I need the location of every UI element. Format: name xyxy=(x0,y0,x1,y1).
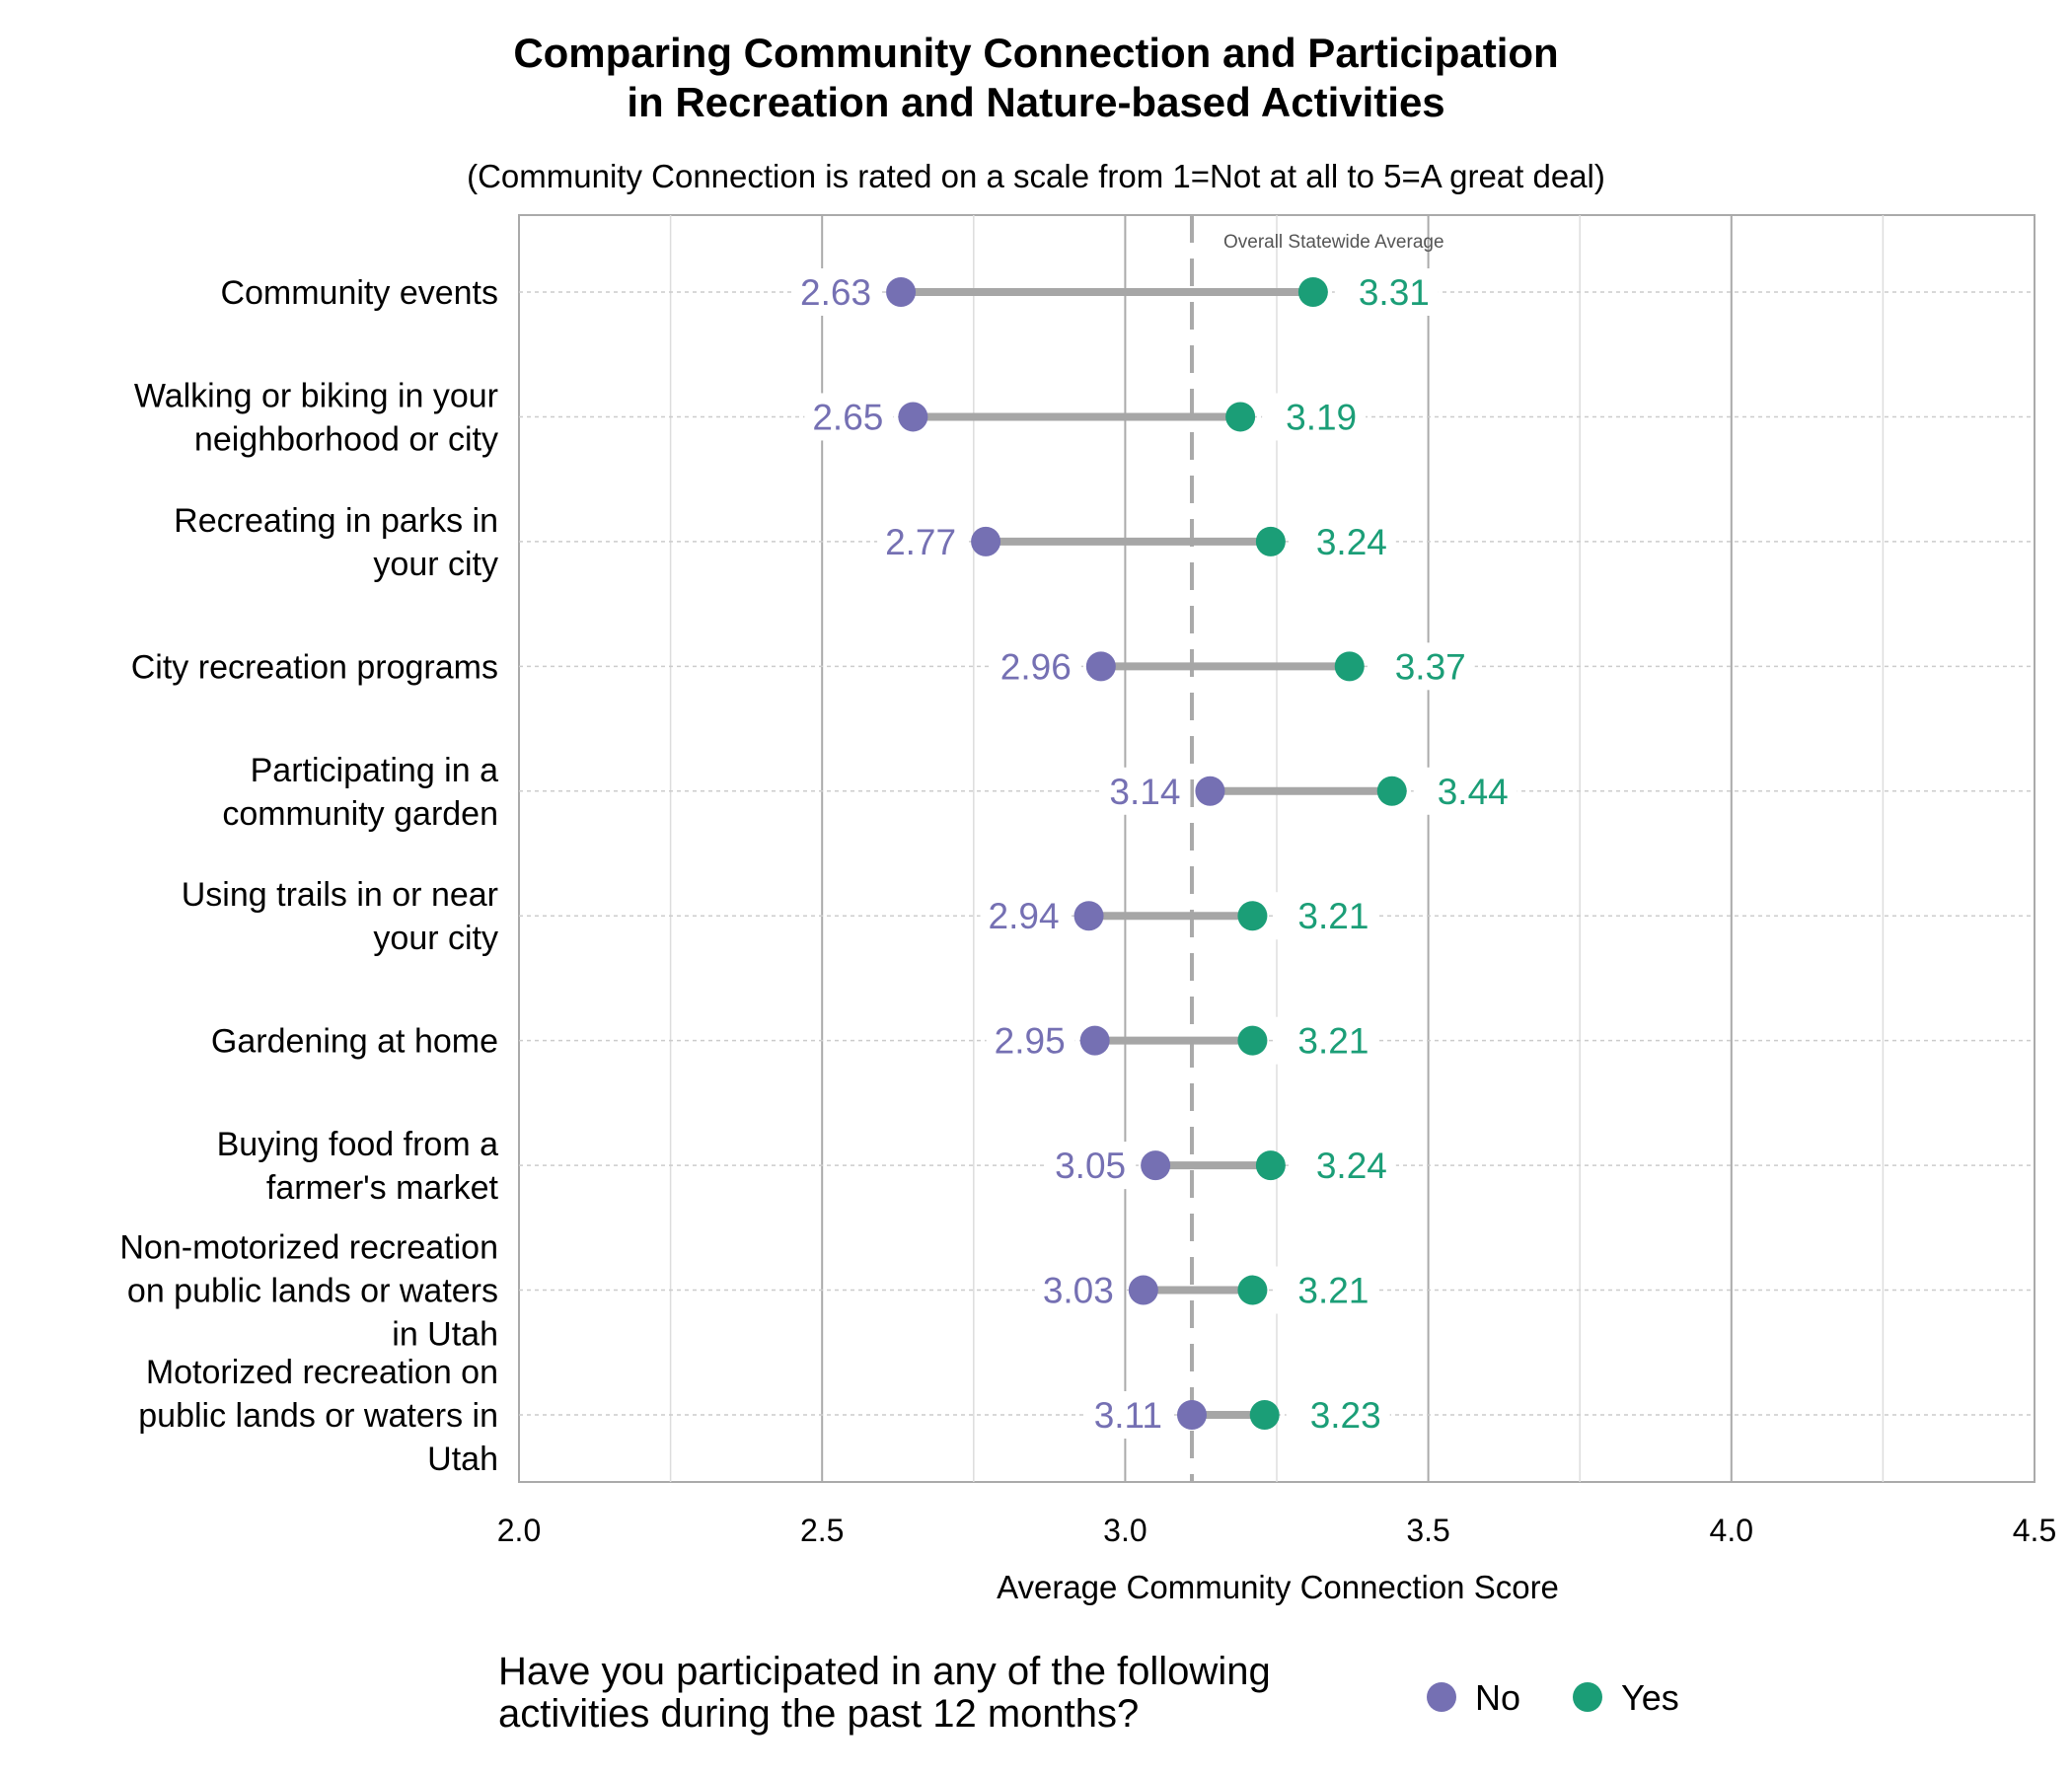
data-label-no: 3.05 xyxy=(1055,1146,1126,1186)
label-bg-no xyxy=(980,892,1070,940)
category-label: farmer's market xyxy=(266,1169,499,1207)
category-label: neighborhood or city xyxy=(194,420,498,458)
point-yes xyxy=(1249,1400,1280,1430)
point-yes xyxy=(1255,526,1286,556)
data-label-yes: 3.21 xyxy=(1297,1021,1369,1062)
point-yes xyxy=(1237,1275,1268,1305)
data-label-yes: 3.19 xyxy=(1286,397,1357,437)
category-label: your city xyxy=(373,920,498,957)
x-tick-label: 2.0 xyxy=(497,1513,541,1548)
data-label-no: 3.03 xyxy=(1043,1271,1114,1311)
point-yes xyxy=(1255,1150,1286,1181)
data-label-yes: 3.21 xyxy=(1297,896,1369,936)
legend-title-line-1: Have you participated in any of the foll… xyxy=(498,1650,1271,1693)
data-label-no: 2.94 xyxy=(989,896,1060,936)
category-label: Motorized recreation on xyxy=(146,1354,498,1391)
x-tick-label: 2.5 xyxy=(800,1513,844,1548)
point-yes xyxy=(1237,901,1268,931)
x-axis-label: Average Community Connection Score xyxy=(997,1569,1559,1605)
data-label-yes: 3.44 xyxy=(1438,772,1509,812)
plot-area: 2.0 2.5 3.0 3.5 4.0 4.5 Overall Statewide Aver… xyxy=(119,214,2056,1548)
point-no xyxy=(1073,901,1104,931)
point-no xyxy=(886,277,917,307)
label-bg-no xyxy=(804,393,894,441)
category-label: Using trails in or near xyxy=(182,876,498,914)
x-tick-label: 4.0 xyxy=(1710,1513,1753,1548)
category-label: on public lands or waters xyxy=(127,1273,498,1310)
label-bg-yes xyxy=(1334,268,1439,316)
chart-subtitle: (Community Connection is rated on a scal… xyxy=(467,158,1605,194)
legend-marker-yes xyxy=(1573,1682,1602,1712)
point-yes xyxy=(1237,1025,1268,1056)
statewide-average-label: Overall Statewide Average xyxy=(1223,232,1444,253)
x-tick-label: 4.5 xyxy=(2013,1513,2056,1548)
category-label: Walking or biking in your xyxy=(134,377,498,414)
category-label: City recreation programs xyxy=(131,648,498,686)
data-label-no: 2.63 xyxy=(800,272,871,313)
label-bg-no xyxy=(792,268,882,316)
label-bg-no xyxy=(1047,1142,1137,1190)
point-no xyxy=(1128,1275,1158,1305)
data-label-yes: 3.24 xyxy=(1316,522,1387,562)
category-label: Community events xyxy=(220,274,498,312)
data-label-yes: 3.21 xyxy=(1297,1271,1369,1311)
label-bg-no xyxy=(1101,767,1191,815)
point-no xyxy=(1079,1025,1110,1056)
data-label-yes: 3.23 xyxy=(1310,1395,1381,1436)
category-label: Non-motorized recreation xyxy=(119,1229,498,1267)
category-label: Utah xyxy=(427,1441,498,1478)
chart-title-line-2: in Recreation and Nature-based Activitie… xyxy=(627,79,1444,125)
legend-label-no: No xyxy=(1475,1677,1520,1718)
category-label: Participating in a xyxy=(251,752,498,789)
point-yes xyxy=(1334,651,1365,682)
category-label: community garden xyxy=(222,795,498,833)
data-label-no: 3.14 xyxy=(1109,772,1180,812)
label-bg-no xyxy=(1082,1391,1172,1439)
category-label: Recreating in parks in xyxy=(174,502,498,540)
point-yes xyxy=(1376,776,1407,806)
label-bg-no xyxy=(986,1016,1075,1065)
legend-label-yes: Yes xyxy=(1621,1677,1679,1718)
data-label-no: 2.77 xyxy=(885,522,956,562)
point-no xyxy=(971,526,1001,556)
label-bg-yes xyxy=(1292,517,1396,565)
point-no xyxy=(1176,1400,1207,1430)
label-bg-yes xyxy=(1274,892,1378,940)
legend-marker-no xyxy=(1427,1682,1456,1712)
point-no xyxy=(898,402,928,432)
point-no xyxy=(1195,776,1225,806)
point-yes xyxy=(1297,277,1328,307)
chart-title-line-1: Comparing Community Connection and Parti… xyxy=(513,30,1558,76)
legend: Have you participated in any of the foll… xyxy=(498,1650,1679,1736)
data-label-yes: 3.37 xyxy=(1395,646,1466,687)
data-label-no: 2.65 xyxy=(812,397,883,437)
label-bg-no xyxy=(877,517,967,565)
data-label-no: 2.96 xyxy=(1000,646,1072,687)
label-bg-no xyxy=(1034,1266,1124,1314)
label-bg-no xyxy=(992,642,1081,691)
data-label-no: 2.95 xyxy=(995,1021,1066,1062)
label-bg-yes xyxy=(1370,642,1475,691)
x-tick-label: 3.0 xyxy=(1103,1513,1147,1548)
category-label: in Utah xyxy=(392,1316,498,1354)
label-bg-yes xyxy=(1274,1016,1378,1065)
point-no xyxy=(1141,1150,1171,1181)
label-bg-yes xyxy=(1274,1266,1378,1314)
x-tick-label: 3.5 xyxy=(1406,1513,1449,1548)
legend-title-line-2: activities during the past 12 months? xyxy=(498,1692,1139,1736)
category-label: public lands or waters in xyxy=(138,1397,498,1435)
point-yes xyxy=(1225,402,1256,432)
label-bg-yes xyxy=(1292,1142,1396,1190)
data-label-yes: 3.24 xyxy=(1316,1146,1387,1186)
label-bg-yes xyxy=(1413,767,1517,815)
category-label: Buying food from a xyxy=(217,1126,498,1163)
point-no xyxy=(1085,651,1116,682)
data-label-no: 3.11 xyxy=(1094,1395,1162,1436)
category-label: Gardening at home xyxy=(211,1023,498,1061)
category-label: your city xyxy=(373,546,498,583)
label-bg-yes xyxy=(1286,1391,1390,1439)
data-label-yes: 3.31 xyxy=(1359,272,1430,313)
label-bg-yes xyxy=(1262,393,1367,441)
